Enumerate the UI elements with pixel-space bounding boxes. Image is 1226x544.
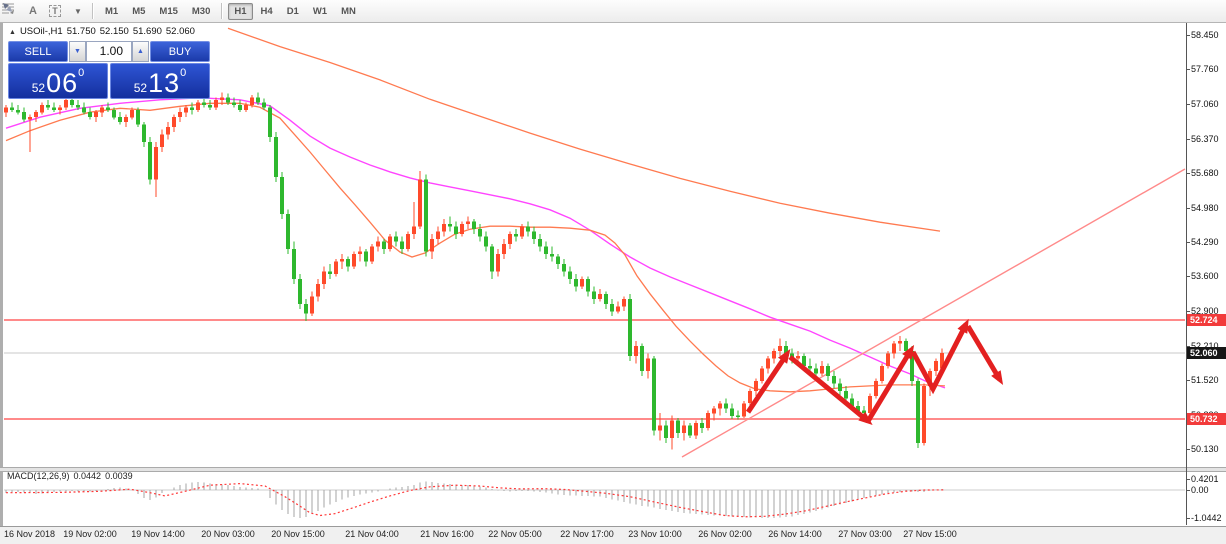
price-badge: 52.060 (1187, 347, 1226, 360)
chevron-down-icon: ▼ (74, 6, 82, 16)
text-label-glyph: T (49, 5, 61, 17)
buy-price-big: 13 (148, 68, 181, 98)
text-label-icon[interactable]: T (45, 2, 65, 20)
date-axis[interactable] (0, 526, 1226, 544)
header-low: 51.690 (132, 26, 162, 37)
price-badge: 50.732 (1187, 413, 1226, 426)
arrows-tool-icon[interactable]: ▼ (3, 2, 87, 20)
date-axis-label: 21 Nov 16:00 (420, 529, 474, 539)
date-axis-label: 22 Nov 05:00 (488, 529, 542, 539)
chart-expand-icon[interactable]: ▲ (9, 29, 16, 36)
date-axis-label: 23 Nov 10:00 (628, 529, 682, 539)
price-axis-label: 52.900 (1191, 306, 1219, 317)
date-axis-label: 16 Nov 2018 (4, 529, 56, 539)
price-axis-label: 58.450 (1191, 30, 1219, 41)
date-axis-label: 20 Nov 03:00 (201, 529, 255, 539)
volume-field[interactable]: 1.00 (86, 41, 132, 62)
macd-value: 0.0442 (73, 471, 102, 481)
price-axis-label: 57.060 (1191, 99, 1219, 110)
volume-increase-button[interactable]: ▲ (132, 41, 149, 62)
text-tool-label: A (29, 5, 37, 17)
timeframe-button-H1[interactable]: H1 (228, 2, 253, 20)
date-axis-label: 26 Nov 02:00 (698, 529, 752, 539)
macd-name: MACD(12,26,9) (7, 471, 70, 481)
sell-price-sup: 0 (78, 67, 85, 79)
sell-price-panel[interactable]: 52 06 0 (8, 63, 108, 99)
toolbar-separator (92, 3, 94, 19)
timeframe-button-W1[interactable]: W1 (307, 3, 333, 20)
symbol-period: USOil-,H1 (19, 26, 63, 37)
chart-header: ▲ USOil-,H1 51.750 52.150 51.690 52.060 (9, 26, 199, 37)
macd-axis-label: 0.4201 (1191, 473, 1219, 484)
price-axis-label: 54.980 (1191, 202, 1219, 213)
macd-signal-value: 0.0039 (105, 471, 133, 481)
one-click-trading-panel: SELL ▼ 1.00 ▲ BUY 52 06 0 52 13 0 (8, 41, 210, 99)
price-axis-label: 50.130 (1191, 444, 1219, 455)
text-tool-icon[interactable]: A (23, 2, 43, 20)
date-axis-label: 27 Nov 03:00 (838, 529, 892, 539)
header-open: 51.750 (66, 26, 96, 37)
header-high: 52.150 (99, 26, 129, 37)
timeframe-button-H4[interactable]: H4 (255, 3, 279, 20)
volume-decrease-button[interactable]: ▼ (69, 41, 86, 62)
date-axis-label: 26 Nov 14:00 (768, 529, 822, 539)
buy-price-sup: 0 (180, 67, 187, 79)
date-axis-label: 19 Nov 02:00 (63, 529, 117, 539)
date-axis-label: 27 Nov 15:00 (903, 529, 957, 539)
macd-axis-label: -1.0442 (1191, 512, 1222, 523)
date-axis-label: 19 Nov 14:00 (131, 529, 185, 539)
timeframe-button-M15[interactable]: M15 (153, 3, 183, 20)
date-axis-label: 20 Nov 15:00 (271, 529, 325, 539)
macd-axis-label: 0.00 (1191, 485, 1209, 495)
toolbar: A T ▼ M1 M5 M15 M30 H1 H4 D1 W1 MN (0, 0, 1226, 23)
price-axis-label: 56.370 (1191, 133, 1219, 144)
timeframe-button-M5[interactable]: M5 (126, 3, 151, 20)
price-axis-label: 52.210 (1191, 340, 1219, 351)
toolbar-separator (221, 3, 224, 19)
macd-indicator-label: MACD(12,26,9) 0.0442 0.0039 (7, 471, 137, 481)
price-axis-label: 54.290 (1191, 237, 1219, 248)
buy-price-panel[interactable]: 52 13 0 (110, 63, 210, 99)
date-axis-label: 22 Nov 17:00 (560, 529, 614, 539)
price-badge: 52.724 (1187, 314, 1226, 326)
sell-button[interactable]: SELL (8, 41, 68, 62)
timeframe-button-M1[interactable]: M1 (99, 3, 124, 20)
buy-button[interactable]: BUY (150, 41, 210, 62)
price-axis-label: 51.520 (1191, 374, 1219, 385)
timeframe-button-MN[interactable]: MN (335, 3, 362, 20)
price-axis-label: 57.760 (1191, 64, 1219, 75)
header-close: 52.060 (165, 26, 195, 37)
price-axis-label: 53.600 (1191, 271, 1219, 282)
timeframe-button-M30[interactable]: M30 (186, 3, 216, 20)
sell-price-big: 06 (46, 68, 79, 98)
date-axis-label: 21 Nov 04:00 (345, 529, 399, 539)
timeframe-group: M1 M5 M15 M30 H1 H4 D1 W1 MN (98, 2, 363, 20)
timeframe-button-D1[interactable]: D1 (281, 3, 305, 20)
sell-price-small: 52 (31, 81, 46, 95)
buy-price-small: 52 (133, 81, 148, 95)
price-axis-label: 55.680 (1191, 167, 1219, 178)
